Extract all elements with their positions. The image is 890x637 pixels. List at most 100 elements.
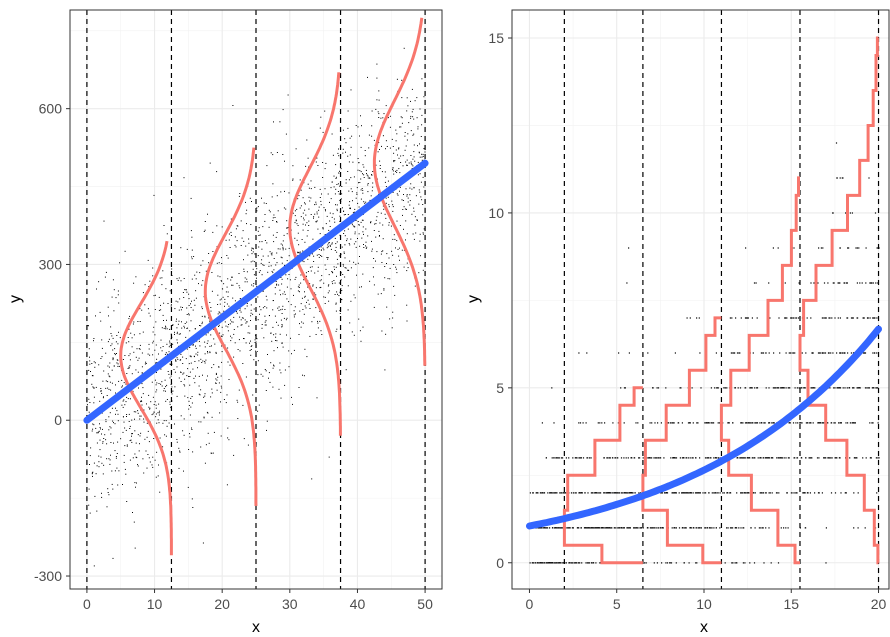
- scatter-point: [205, 359, 207, 361]
- scatter-point: [287, 278, 289, 280]
- scatter-point: [620, 457, 623, 459]
- scatter-point: [746, 317, 748, 319]
- scatter-point: [324, 209, 326, 211]
- scatter-point: [273, 365, 275, 367]
- scatter-point: [141, 396, 142, 398]
- scatter-point: [117, 420, 119, 422]
- scatter-point: [139, 333, 141, 335]
- scatter-point: [363, 201, 365, 203]
- scatter-point: [311, 478, 313, 480]
- scatter-point: [228, 239, 230, 241]
- scatter-point: [642, 457, 644, 459]
- scatter-point: [401, 249, 403, 251]
- scatter-point: [347, 214, 349, 215]
- scatter-point: [328, 284, 330, 286]
- scatter-point: [166, 319, 167, 321]
- scatter-point: [276, 221, 277, 222]
- scatter-point: [169, 401, 171, 403]
- scatter-point: [587, 492, 589, 494]
- scatter-point: [251, 247, 253, 249]
- scatter-point: [258, 404, 260, 406]
- scatter-point: [590, 527, 592, 529]
- scatter-point: [830, 492, 833, 494]
- scatter-point: [181, 327, 183, 329]
- scatter-point: [162, 314, 164, 316]
- scatter-point: [194, 361, 196, 362]
- scatter-point: [114, 353, 116, 354]
- scatter-point: [577, 527, 579, 529]
- scatter-point: [404, 135, 406, 137]
- scatter-point: [382, 238, 384, 240]
- scatter-point: [107, 488, 109, 490]
- scatter-point: [716, 387, 718, 389]
- scatter-point: [840, 492, 842, 494]
- scatter-point: [876, 247, 878, 249]
- scatter-point: [749, 387, 751, 389]
- scatter-point: [132, 323, 134, 325]
- scatter-point: [375, 164, 377, 166]
- scatter-point: [285, 208, 287, 210]
- x-tick-label: 50: [417, 596, 433, 612]
- scatter-point: [279, 248, 281, 250]
- scatter-point: [863, 317, 865, 319]
- scatter-point: [669, 562, 671, 564]
- scatter-point: [178, 309, 180, 311]
- scatter-point: [320, 246, 322, 248]
- scatter-point: [326, 247, 328, 249]
- scatter-point: [126, 416, 127, 417]
- scatter-point: [227, 330, 229, 332]
- scatter-point: [296, 239, 298, 241]
- scatter-point: [392, 210, 394, 212]
- scatter-point: [239, 316, 241, 318]
- scatter-point: [313, 255, 315, 257]
- scatter-point: [310, 214, 312, 215]
- scatter-point: [297, 225, 299, 226]
- scatter-point: [276, 321, 277, 323]
- scatter-point: [106, 395, 108, 396]
- scatter-point: [319, 127, 321, 129]
- scatter-point: [282, 249, 284, 251]
- scatter-point: [417, 174, 419, 176]
- scatter-point: [253, 274, 255, 276]
- scatter-point: [272, 367, 274, 369]
- scatter-point: [407, 267, 409, 269]
- scatter-point: [301, 239, 303, 240]
- scatter-point: [384, 181, 386, 183]
- scatter-point: [842, 177, 844, 179]
- scatter-point: [348, 204, 350, 206]
- scatter-point: [692, 422, 694, 424]
- scatter-point: [224, 321, 226, 323]
- scatter-point: [262, 264, 264, 266]
- scatter-point: [293, 310, 295, 312]
- scatter-point: [606, 457, 608, 459]
- scatter-point: [760, 457, 762, 459]
- scatter-point: [128, 367, 130, 369]
- scatter-point: [561, 527, 563, 529]
- scatter-point: [320, 116, 322, 118]
- scatter-point: [144, 284, 146, 286]
- scatter-point: [422, 269, 424, 271]
- scatter-point: [204, 393, 206, 395]
- scatter-point: [131, 337, 133, 339]
- scatter-point: [115, 413, 116, 415]
- scatter-point: [345, 151, 346, 153]
- scatter-point: [134, 418, 135, 420]
- scatter-point: [313, 216, 315, 218]
- scatter-point: [853, 527, 855, 529]
- scatter-point: [795, 317, 798, 319]
- scatter-point: [772, 247, 774, 249]
- scatter-point: [187, 397, 189, 399]
- scatter-point: [553, 457, 555, 459]
- scatter-point: [837, 317, 839, 319]
- scatter-point: [615, 492, 617, 494]
- scatter-point: [777, 247, 779, 249]
- scatter-point: [353, 294, 355, 296]
- scatter-point: [128, 341, 130, 343]
- scatter-point: [186, 321, 188, 323]
- scatter-point: [786, 492, 788, 494]
- scatter-point: [156, 382, 158, 384]
- scatter-point: [246, 209, 248, 211]
- scatter-point: [420, 136, 422, 137]
- scatter-point: [320, 330, 322, 332]
- scatter-point: [284, 369, 286, 371]
